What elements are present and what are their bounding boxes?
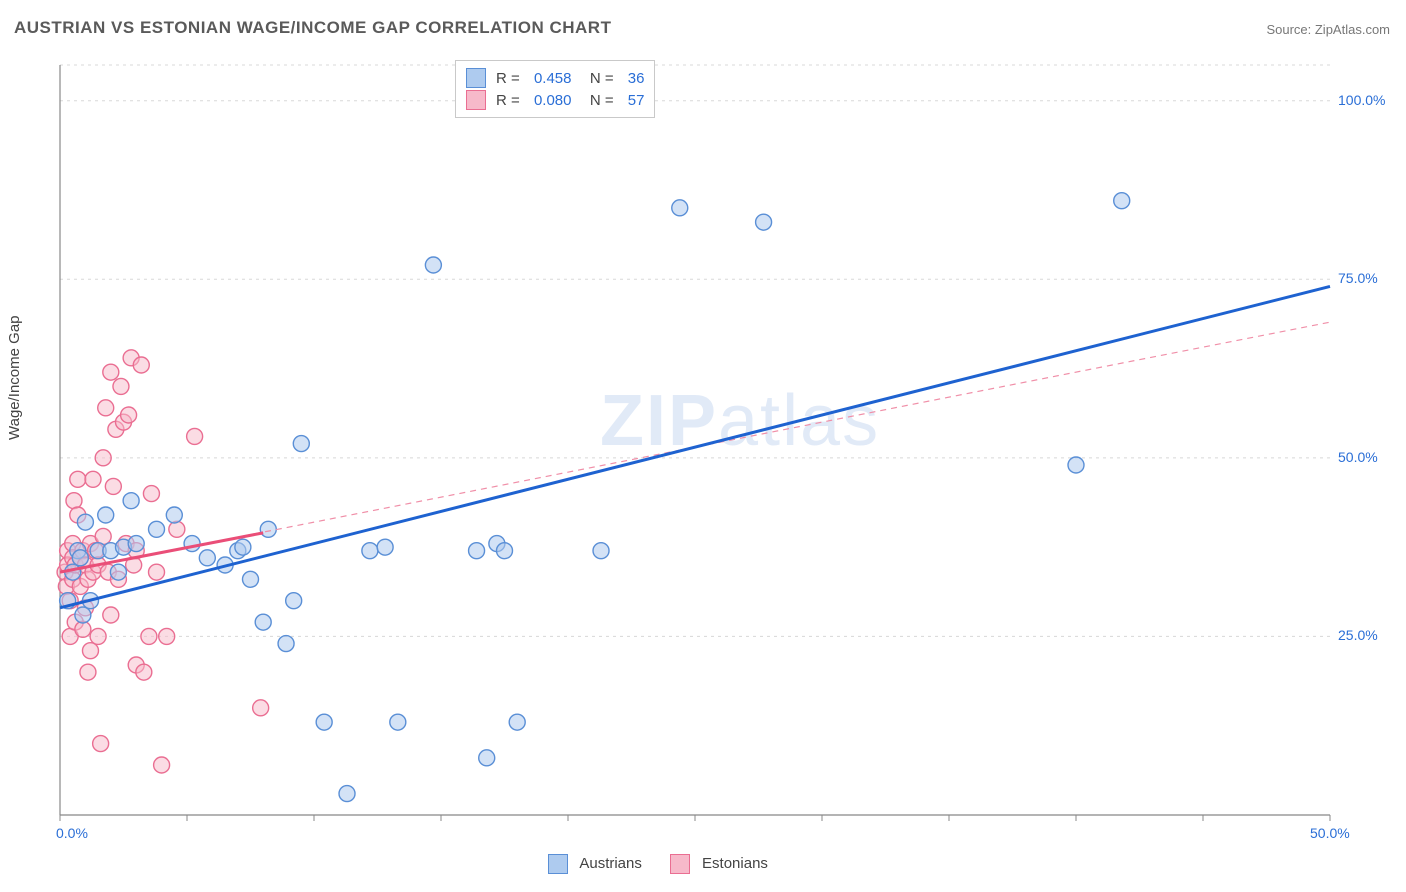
axis-tick-label: 100.0%: [1338, 92, 1385, 108]
n-label: N =: [581, 92, 617, 109]
legend-label-estonians: Estonians: [702, 855, 768, 872]
axis-tick-label: 50.0%: [1310, 825, 1350, 841]
n-value-estonians: 57: [628, 92, 645, 109]
legend-swatch-estonians: [466, 90, 486, 110]
correlation-legend: R = 0.458 N = 36 R = 0.080 N = 57: [455, 60, 655, 118]
chart-title: AUSTRIAN VS ESTONIAN WAGE/INCOME GAP COR…: [14, 18, 611, 38]
series-legend: Austrians Estonians: [548, 854, 768, 874]
legend-swatch-estonians: [670, 854, 690, 874]
r-value-estonians: 0.080: [534, 92, 572, 109]
n-value-austrians: 36: [628, 70, 645, 87]
legend-label-austrians: Austrians: [579, 855, 642, 872]
scatter-plot: [50, 55, 1390, 845]
r-label: R =: [496, 70, 524, 87]
n-label: N =: [581, 70, 617, 87]
axis-tick-label: 0.0%: [56, 825, 88, 841]
axis-tick-label: 25.0%: [1338, 627, 1378, 643]
legend-swatch-austrians: [548, 854, 568, 874]
y-axis-label: Wage/Income Gap: [6, 315, 23, 440]
legend-swatch-austrians: [466, 68, 486, 88]
r-value-austrians: 0.458: [534, 70, 572, 87]
axis-tick-label: 50.0%: [1338, 449, 1378, 465]
axis-tick-label: 75.0%: [1338, 270, 1378, 286]
r-label: R =: [496, 92, 524, 109]
source-attribution: Source: ZipAtlas.com: [1266, 22, 1390, 37]
